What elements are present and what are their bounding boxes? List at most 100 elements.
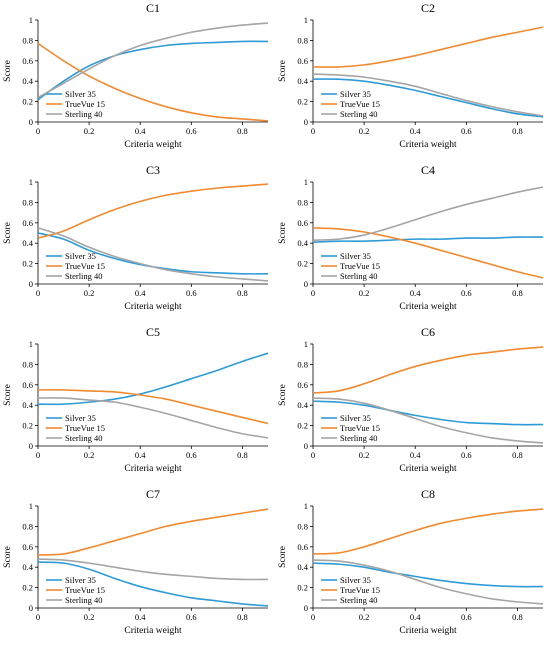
x-tick-label: 0.6: [186, 450, 197, 460]
chart-title: C6: [421, 325, 435, 339]
y-axis-label: Score: [278, 384, 288, 406]
chart-svg-7: C7 0 0.2 0.4 0.6 0.8 1 0 0.2 0.4 0.6 0.8 Criteria we…: [3, 487, 269, 636]
y-tick-label: 0.6: [22, 542, 33, 552]
series-line-truevue-15: [37, 183, 269, 239]
x-axis-label: Criteria weight: [399, 464, 457, 474]
y-tick-label: 1: [304, 339, 308, 349]
series-line-silver-35: [37, 40, 269, 101]
x-axis-label: Criteria weight: [124, 140, 182, 150]
chart-panel-3: C3 0 0.2 0.4 0.6 0.8 1 0 0.2 0.4 0.6 0.8 Criteria we…: [0, 162, 275, 324]
y-tick-label: 0.8: [22, 197, 33, 207]
y-tick-label: 0: [29, 603, 33, 613]
series-line-sterling-40: [312, 186, 544, 241]
y-axis-label: Score: [3, 546, 13, 568]
y-tick-label: 0.6: [297, 380, 308, 390]
x-tick-label: 0.2: [359, 126, 370, 136]
y-tick-label: 0: [304, 603, 308, 613]
y-tick-label: 0: [304, 279, 308, 289]
chart-svg-6: C6 0 0.2 0.4 0.6 0.8 1 0 0.2 0.4 0.6 0.8 Criteria we…: [278, 325, 544, 474]
x-tick-label: 0.4: [410, 612, 421, 622]
chart-title: C5: [146, 325, 160, 339]
series-line-truevue-15: [312, 508, 544, 555]
y-tick-label: 0.6: [297, 218, 308, 228]
y-tick-label: 0.6: [297, 542, 308, 552]
legend-label: TrueVue 15: [65, 423, 105, 433]
x-tick-label: 0.4: [135, 288, 146, 298]
y-tick-label: 0.8: [297, 359, 308, 369]
legend-label: Sterling 40: [340, 433, 378, 443]
series-line-silver-35: [312, 78, 544, 118]
legend-label: TrueVue 15: [340, 261, 380, 271]
x-tick-label: 0: [36, 126, 40, 136]
x-tick-label: 0.8: [512, 450, 523, 460]
legend-label: Silver 35: [340, 413, 371, 423]
chart-panel-5: C5 0 0.2 0.4 0.6 0.8 1 0 0.2 0.4 0.6 0.8 Criteria we…: [0, 324, 275, 486]
chart-panel-2: C2 0 0.2 0.4 0.6 0.8 1 0 0.2 0.4 0.6 0.8 Criteria we…: [275, 0, 550, 162]
y-tick-label: 0.4: [22, 76, 33, 86]
x-tick-label: 0.2: [84, 126, 95, 136]
x-tick-label: 0.4: [410, 126, 421, 136]
y-tick-label: 0.4: [297, 76, 308, 86]
x-axis-label: Criteria weight: [399, 140, 457, 150]
y-tick-label: 0.2: [297, 259, 308, 269]
legend-label: TrueVue 15: [340, 99, 380, 109]
y-tick-label: 0.8: [297, 35, 308, 45]
x-tick-label: 0.8: [512, 612, 523, 622]
y-tick-label: 0.6: [22, 380, 33, 390]
chart-panel-1: C1 0 0.2 0.4 0.6 0.8 1 0 0.2 0.4 0.6 0.8 Criteria we…: [0, 0, 275, 162]
y-tick-label: 0.8: [22, 359, 33, 369]
y-tick-label: 0: [29, 117, 33, 127]
legend-label: Sterling 40: [65, 109, 103, 119]
y-tick-label: 1: [29, 177, 33, 187]
legend-label: TrueVue 15: [340, 423, 380, 433]
x-tick-label: 0.4: [135, 450, 146, 460]
x-tick-label: 0: [311, 126, 315, 136]
series-line-truevue-15: [37, 508, 269, 556]
y-tick-label: 1: [304, 501, 308, 511]
y-tick-label: 0.2: [22, 583, 33, 593]
x-tick-label: 0.6: [186, 288, 197, 298]
x-tick-label: 0.2: [359, 612, 370, 622]
y-axis-label: Score: [278, 222, 288, 244]
legend-label: Sterling 40: [340, 271, 378, 281]
y-tick-label: 0: [304, 441, 308, 451]
chart-svg-4: C4 0 0.2 0.4 0.6 0.8 1 0 0.2 0.4 0.6 0.8 Criteria we…: [278, 163, 544, 312]
y-axis-label: Score: [3, 384, 13, 406]
x-tick-label: 0.2: [84, 612, 95, 622]
x-tick-label: 0: [36, 450, 40, 460]
series-line-silver-35: [312, 400, 544, 426]
x-axis-label: Criteria weight: [124, 464, 182, 474]
legend-label: Silver 35: [340, 251, 371, 261]
legend-label: Silver 35: [340, 575, 371, 585]
chart-panel-4: C4 0 0.2 0.4 0.6 0.8 1 0 0.2 0.4 0.6 0.8 Criteria we…: [275, 162, 550, 324]
x-tick-label: 0.4: [410, 450, 421, 460]
y-axis-label: Score: [278, 546, 288, 568]
chart-panel-8: C8 0 0.2 0.4 0.6 0.8 1 0 0.2 0.4 0.6 0.8 Criteria we…: [275, 486, 550, 648]
x-tick-label: 0.2: [84, 450, 95, 460]
series-line-sterling-40: [37, 558, 269, 581]
y-tick-label: 0.4: [22, 238, 33, 248]
x-tick-label: 0.4: [135, 126, 146, 136]
y-tick-label: 0: [29, 441, 33, 451]
chart-svg-3: C3 0 0.2 0.4 0.6 0.8 1 0 0.2 0.4 0.6 0.8 Criteria we…: [3, 163, 269, 312]
y-tick-label: 0.6: [22, 218, 33, 228]
x-tick-label: 0: [311, 450, 315, 460]
x-tick-label: 0.6: [461, 126, 472, 136]
y-tick-label: 0.8: [297, 521, 308, 531]
y-tick-label: 1: [304, 15, 308, 25]
y-tick-label: 0.8: [22, 35, 33, 45]
y-tick-label: 0.2: [22, 421, 33, 431]
y-tick-label: 0.8: [22, 521, 33, 531]
x-tick-label: 0.6: [186, 612, 197, 622]
x-tick-label: 0: [311, 288, 315, 298]
x-tick-label: 0.8: [512, 126, 523, 136]
series-line-silver-35: [312, 562, 544, 588]
chart-title: C2: [421, 1, 435, 15]
y-tick-label: 0.4: [22, 400, 33, 410]
x-tick-label: 0.6: [461, 450, 472, 460]
series-line-silver-35: [37, 352, 269, 406]
x-tick-label: 0.2: [359, 288, 370, 298]
x-tick-label: 0.8: [512, 288, 523, 298]
chart-svg-5: C5 0 0.2 0.4 0.6 0.8 1 0 0.2 0.4 0.6 0.8 Criteria we…: [3, 325, 269, 474]
